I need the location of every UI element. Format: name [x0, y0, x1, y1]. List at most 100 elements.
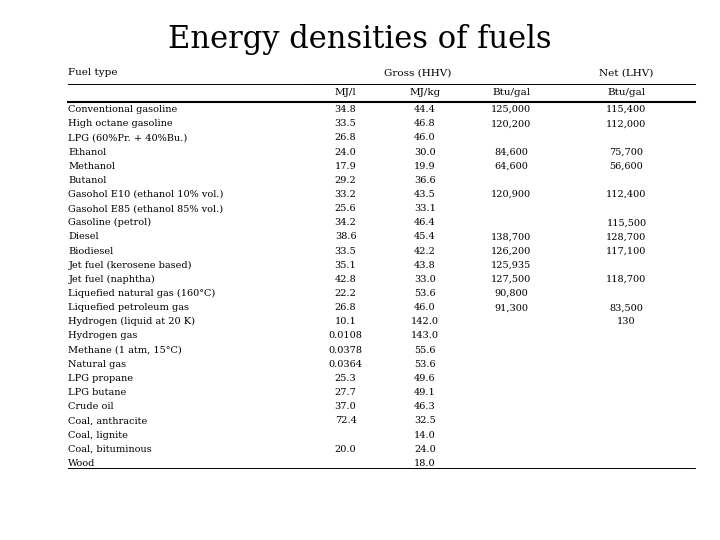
- Text: Coal, anthracite: Coal, anthracite: [68, 416, 148, 426]
- Text: High octane gasoline: High octane gasoline: [68, 119, 173, 129]
- Text: Crude oil: Crude oil: [68, 402, 114, 411]
- Text: 72.4: 72.4: [335, 416, 356, 426]
- Text: 0.0108: 0.0108: [328, 332, 363, 341]
- Text: LPG (60%Pr. + 40%Bu.): LPG (60%Pr. + 40%Bu.): [68, 133, 188, 143]
- Text: Fuel type: Fuel type: [68, 69, 118, 77]
- Text: Butanol: Butanol: [68, 176, 107, 185]
- Text: Hydrogen (liquid at 20 K): Hydrogen (liquid at 20 K): [68, 318, 195, 326]
- Text: 91,300: 91,300: [494, 303, 528, 312]
- Text: 32.5: 32.5: [414, 416, 436, 426]
- Text: 53.6: 53.6: [414, 289, 436, 298]
- Text: 25.6: 25.6: [335, 204, 356, 213]
- Text: 126,200: 126,200: [491, 247, 531, 255]
- Text: Coal, lignite: Coal, lignite: [68, 430, 128, 440]
- Text: 38.6: 38.6: [335, 232, 356, 241]
- Text: 33.5: 33.5: [335, 119, 356, 129]
- Text: Wood: Wood: [68, 459, 96, 468]
- Text: 75,700: 75,700: [609, 147, 644, 157]
- Text: 25.3: 25.3: [335, 374, 356, 383]
- Text: 118,700: 118,700: [606, 275, 647, 284]
- Text: 83,500: 83,500: [609, 303, 644, 312]
- Text: 90,800: 90,800: [495, 289, 528, 298]
- Text: Gross (HHV): Gross (HHV): [384, 69, 451, 77]
- Text: 33.0: 33.0: [414, 275, 436, 284]
- Text: Natural gas: Natural gas: [68, 360, 127, 369]
- Text: Liquefied petroleum gas: Liquefied petroleum gas: [68, 303, 189, 312]
- Text: 27.7: 27.7: [335, 388, 356, 397]
- Text: 112,400: 112,400: [606, 190, 647, 199]
- Text: 34.8: 34.8: [335, 105, 356, 114]
- Text: 125,000: 125,000: [491, 105, 531, 114]
- Text: Net (LHV): Net (LHV): [599, 69, 654, 77]
- Text: 46.0: 46.0: [414, 303, 436, 312]
- Text: 46.8: 46.8: [414, 119, 436, 129]
- Text: Btu/gal: Btu/gal: [492, 89, 530, 97]
- Text: 112,000: 112,000: [606, 119, 647, 129]
- Text: 17.9: 17.9: [335, 161, 356, 171]
- Text: 44.4: 44.4: [414, 105, 436, 114]
- Text: 127,500: 127,500: [491, 275, 531, 284]
- Text: 42.2: 42.2: [414, 247, 436, 255]
- Text: 120,900: 120,900: [491, 190, 531, 199]
- Text: 53.6: 53.6: [414, 360, 436, 369]
- Text: MJ/kg: MJ/kg: [409, 89, 441, 97]
- Text: Ethanol: Ethanol: [68, 147, 107, 157]
- Text: 49.6: 49.6: [414, 374, 436, 383]
- Text: 30.0: 30.0: [414, 147, 436, 157]
- Text: Gasohol E10 (ethanol 10% vol.): Gasohol E10 (ethanol 10% vol.): [68, 190, 224, 199]
- Text: Gasoline (petrol): Gasoline (petrol): [68, 218, 151, 227]
- Text: 26.8: 26.8: [335, 303, 356, 312]
- Text: 18.0: 18.0: [414, 459, 436, 468]
- Text: 130: 130: [617, 318, 636, 326]
- Text: 22.2: 22.2: [335, 289, 356, 298]
- Text: Hydrogen gas: Hydrogen gas: [68, 332, 138, 341]
- Text: 46.3: 46.3: [414, 402, 436, 411]
- Text: 34.2: 34.2: [335, 218, 356, 227]
- Text: 84,600: 84,600: [494, 147, 528, 157]
- Text: 10.1: 10.1: [335, 318, 356, 326]
- Text: Diesel: Diesel: [68, 232, 99, 241]
- Text: Methanol: Methanol: [68, 161, 115, 171]
- Text: 35.1: 35.1: [335, 261, 356, 270]
- Text: 115,500: 115,500: [606, 218, 647, 227]
- Text: 46.0: 46.0: [414, 133, 436, 143]
- Text: 26.8: 26.8: [335, 133, 356, 143]
- Text: 125,935: 125,935: [491, 261, 531, 270]
- Text: 33.1: 33.1: [414, 204, 436, 213]
- Text: 29.2: 29.2: [335, 176, 356, 185]
- Text: 56,600: 56,600: [610, 161, 643, 171]
- Text: Conventional gasoline: Conventional gasoline: [68, 105, 178, 114]
- Text: MJ/l: MJ/l: [335, 89, 356, 97]
- Text: 0.0364: 0.0364: [328, 360, 363, 369]
- Text: 115,400: 115,400: [606, 105, 647, 114]
- Text: Biodiesel: Biodiesel: [68, 247, 114, 255]
- Text: 37.0: 37.0: [335, 402, 356, 411]
- Text: 43.5: 43.5: [414, 190, 436, 199]
- Text: Energy densities of fuels: Energy densities of fuels: [168, 24, 552, 55]
- Text: 49.1: 49.1: [414, 388, 436, 397]
- Text: 128,700: 128,700: [606, 232, 647, 241]
- Text: Btu/gal: Btu/gal: [608, 89, 645, 97]
- Text: Jet fuel (naphtha): Jet fuel (naphtha): [68, 275, 155, 284]
- Text: LPG butane: LPG butane: [68, 388, 127, 397]
- Text: 42.8: 42.8: [335, 275, 356, 284]
- Text: 33.2: 33.2: [335, 190, 356, 199]
- Text: 33.5: 33.5: [335, 247, 356, 255]
- Text: 43.8: 43.8: [414, 261, 436, 270]
- Text: 64,600: 64,600: [494, 161, 528, 171]
- Text: 36.6: 36.6: [414, 176, 436, 185]
- Text: LPG propane: LPG propane: [68, 374, 133, 383]
- Text: 24.0: 24.0: [335, 147, 356, 157]
- Text: 20.0: 20.0: [335, 444, 356, 454]
- Text: 19.9: 19.9: [414, 161, 436, 171]
- Text: 45.4: 45.4: [414, 232, 436, 241]
- Text: Gasohol E85 (ethanol 85% vol.): Gasohol E85 (ethanol 85% vol.): [68, 204, 223, 213]
- Text: 142.0: 142.0: [411, 318, 438, 326]
- Text: 143.0: 143.0: [411, 332, 438, 341]
- Text: 46.4: 46.4: [414, 218, 436, 227]
- Text: 55.6: 55.6: [414, 346, 436, 355]
- Text: 120,200: 120,200: [491, 119, 531, 129]
- Text: 138,700: 138,700: [491, 232, 531, 241]
- Text: Methane (1 atm, 15°C): Methane (1 atm, 15°C): [68, 346, 182, 355]
- Text: Liquefied natural gas (160°C): Liquefied natural gas (160°C): [68, 289, 216, 298]
